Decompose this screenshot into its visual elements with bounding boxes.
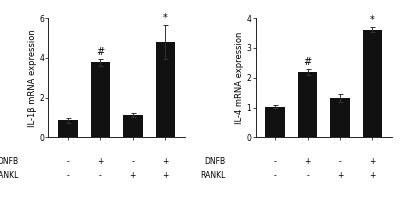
Text: +: + [130, 171, 136, 180]
Text: #: # [303, 57, 311, 67]
Text: -: - [99, 171, 102, 180]
Text: *: * [370, 15, 375, 25]
Text: -: - [67, 157, 69, 166]
Text: -: - [131, 157, 134, 166]
Text: -: - [339, 157, 341, 166]
Text: +: + [304, 157, 311, 166]
Bar [90, 62, 110, 137]
Bar [156, 42, 175, 137]
Text: -: - [274, 171, 276, 180]
Text: +: + [162, 171, 168, 180]
Text: +: + [337, 171, 343, 180]
Text: +: + [369, 171, 376, 180]
Text: RANKL: RANKL [0, 171, 19, 180]
Text: *: * [163, 13, 168, 23]
Text: #: # [96, 47, 105, 57]
Text: -: - [306, 171, 309, 180]
Bar [58, 120, 78, 137]
Text: DNFB: DNFB [204, 157, 225, 166]
Y-axis label: IL-1β mRNA expression: IL-1β mRNA expression [27, 29, 37, 127]
Text: -: - [67, 171, 69, 180]
Text: +: + [97, 157, 103, 166]
Bar [265, 107, 285, 137]
Bar [330, 98, 350, 137]
Bar [123, 115, 143, 137]
Text: +: + [369, 157, 376, 166]
Bar [298, 72, 317, 137]
Y-axis label: IL-4 mRNA expression: IL-4 mRNA expression [235, 32, 244, 124]
Text: +: + [162, 157, 168, 166]
Text: -: - [274, 157, 276, 166]
Text: DNFB: DNFB [0, 157, 19, 166]
Bar [363, 29, 382, 137]
Text: RANKL: RANKL [200, 171, 225, 180]
